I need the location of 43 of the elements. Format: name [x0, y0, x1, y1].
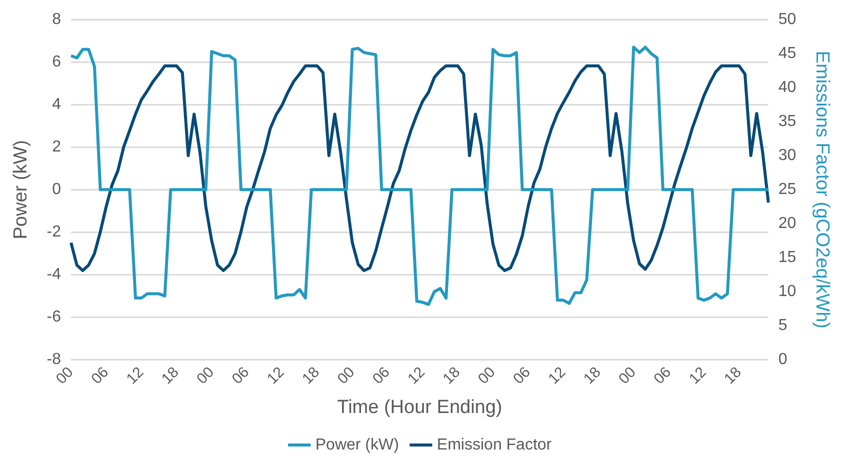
- y2-tick-label: 40: [778, 79, 796, 96]
- y-tick-label: 4: [52, 96, 62, 114]
- y-tick-label: -2: [46, 224, 62, 241]
- y2-tick-label: 15: [778, 249, 796, 266]
- y-tick-label: 6: [52, 54, 62, 71]
- x-tick-label: 12: [404, 364, 428, 388]
- y2-tick-label: 10: [778, 283, 796, 300]
- x-tick-label: 12: [264, 364, 288, 388]
- y2-axis-title: Emissions Factor (gCO2eq/kWh): [811, 50, 832, 328]
- y2-tick-label: 35: [778, 113, 796, 130]
- y2-tick-label: 5: [778, 317, 788, 334]
- x-tick-label: 12: [545, 364, 570, 388]
- y-axis-title: Power (kW): [10, 140, 32, 240]
- y2-tick-label: 20: [778, 215, 796, 232]
- x-tick-label: 06: [228, 364, 253, 388]
- y-tick-label: -4: [46, 266, 62, 284]
- x-tick-label: 00: [334, 364, 358, 388]
- y2-tick-label: 30: [778, 147, 796, 164]
- x-tick-label: 00: [474, 364, 499, 388]
- y-tick-label: -6: [46, 308, 62, 326]
- x-tick-label: 12: [686, 364, 710, 388]
- x-axis-title: Time (Hour Ending): [337, 396, 502, 418]
- x-tick-label: 18: [580, 364, 604, 388]
- x-tick-label: 06: [88, 364, 112, 388]
- y2-tick-label: 0: [778, 351, 788, 368]
- y-tick-label: 0: [52, 181, 62, 198]
- legend-label: Power (kW): [315, 436, 399, 454]
- x-tick-label: 18: [158, 364, 182, 388]
- x-tick-label: 06: [510, 364, 534, 388]
- y2-tick-label: 50: [778, 11, 796, 28]
- y2-tick-label: 45: [778, 45, 796, 62]
- y2-tick-label: 25: [778, 181, 796, 198]
- x-tick-label: 18: [440, 364, 464, 388]
- x-tick-label: 12: [123, 364, 148, 388]
- legend-label: Emission Factor: [436, 436, 552, 454]
- x-tick-label: 00: [194, 364, 218, 388]
- x-tick-label: 06: [369, 364, 394, 388]
- y-tick-label: 8: [52, 11, 62, 28]
- x-tick-label: 18: [721, 364, 745, 388]
- y-tick-label: 2: [52, 138, 62, 156]
- x-tick-label: 00: [616, 364, 640, 388]
- x-tick-label: 06: [650, 364, 675, 388]
- x-tick-label: 18: [299, 364, 323, 388]
